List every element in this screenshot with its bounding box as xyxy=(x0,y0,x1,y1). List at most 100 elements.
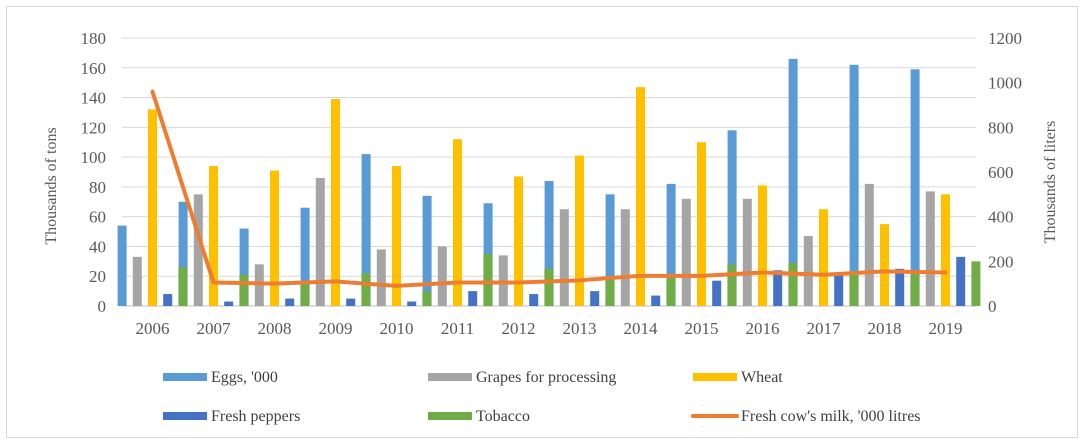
bar xyxy=(392,166,401,306)
x-tick-label: 2017 xyxy=(807,319,842,338)
bar xyxy=(895,268,905,306)
bar xyxy=(819,209,828,306)
x-tick-label: 2006 xyxy=(136,319,170,338)
bar xyxy=(712,280,722,306)
bar xyxy=(468,291,478,306)
bar xyxy=(148,109,157,306)
x-tick-label: 2013 xyxy=(563,319,597,338)
bar xyxy=(666,183,676,306)
bar xyxy=(834,273,844,306)
bar xyxy=(376,249,386,306)
y-tick-label: 160 xyxy=(81,59,107,78)
y-tick-label: 40 xyxy=(89,237,106,256)
x-tick-label: 2012 xyxy=(502,319,536,338)
bar xyxy=(300,207,310,306)
y-tick-label: 140 xyxy=(81,89,107,108)
bar xyxy=(788,262,798,306)
bar xyxy=(209,166,218,306)
bar xyxy=(422,291,432,306)
series-line xyxy=(150,89,948,288)
bar xyxy=(544,180,554,306)
bar xyxy=(636,87,645,306)
bar xyxy=(941,194,950,306)
legend-label: Grapes for processing xyxy=(476,369,616,386)
y2-tick-label: 400 xyxy=(988,208,1014,227)
legend-label: Tobacco xyxy=(476,408,530,425)
x-tick-label: 2009 xyxy=(319,319,353,338)
y-tick-label: 100 xyxy=(81,148,107,167)
bar xyxy=(849,273,859,306)
y2-axis-title: Thousands of liters xyxy=(1042,121,1059,244)
bar xyxy=(300,282,310,306)
x-tick-label: 2014 xyxy=(624,319,659,338)
x-tick-label: 2007 xyxy=(197,319,232,338)
bar xyxy=(742,198,752,306)
y2-tick-label: 600 xyxy=(988,163,1014,182)
legend-label: Wheat xyxy=(741,369,783,386)
bar xyxy=(590,291,600,306)
bar xyxy=(605,194,615,306)
y2-tick-label: 1000 xyxy=(988,74,1022,93)
bar xyxy=(422,195,432,306)
bar xyxy=(178,267,188,306)
bar xyxy=(681,198,691,306)
bar xyxy=(483,253,493,306)
bar xyxy=(132,256,142,306)
bar xyxy=(880,224,889,306)
bar xyxy=(651,295,661,306)
bar xyxy=(575,155,584,306)
bar xyxy=(803,236,813,306)
bar xyxy=(910,69,920,307)
bar xyxy=(773,270,783,306)
bar xyxy=(224,301,234,306)
x-tick-label: 2008 xyxy=(258,319,292,338)
x-tick-label: 2015 xyxy=(685,319,719,338)
y2-tick-label: 1200 xyxy=(988,29,1022,48)
bar xyxy=(361,273,371,306)
bar xyxy=(178,201,188,306)
x-tick-label: 2019 xyxy=(929,319,963,338)
legend-swatch xyxy=(693,373,737,381)
x-tick-label: 2016 xyxy=(746,319,780,338)
bar xyxy=(605,277,615,306)
chart-frame xyxy=(6,6,1078,438)
bar xyxy=(163,294,173,306)
x-tick-label: 2011 xyxy=(441,319,474,338)
bar xyxy=(971,261,981,306)
bar xyxy=(925,191,935,306)
bar xyxy=(193,194,203,306)
bar xyxy=(407,301,417,306)
bar xyxy=(544,268,554,306)
bar xyxy=(727,264,737,306)
bar xyxy=(285,298,295,306)
bar xyxy=(727,130,737,306)
y-tick-label: 180 xyxy=(81,29,107,48)
legend-swatch xyxy=(428,412,472,420)
legend-swatch xyxy=(163,373,207,381)
bar xyxy=(361,154,371,306)
bar xyxy=(437,246,447,306)
bar xyxy=(270,170,279,306)
bar xyxy=(697,142,706,306)
bar xyxy=(514,176,523,306)
bar xyxy=(453,139,462,306)
bar xyxy=(956,256,966,306)
bar xyxy=(529,294,539,306)
x-tick-label: 2010 xyxy=(380,319,414,338)
bar xyxy=(331,99,340,307)
bar xyxy=(758,185,767,306)
bar xyxy=(117,225,127,306)
bar xyxy=(620,209,630,306)
y2-tick-label: 800 xyxy=(988,118,1014,137)
bar xyxy=(864,183,874,306)
legend-label: Fresh cow's milk, '000 litres xyxy=(741,408,921,425)
legend-swatch xyxy=(428,373,472,381)
bar xyxy=(849,64,859,306)
bar xyxy=(239,274,249,306)
y2-tick-label: 0 xyxy=(988,297,997,316)
y-tick-label: 0 xyxy=(98,297,107,316)
bar xyxy=(666,277,676,306)
legend-swatch xyxy=(163,412,207,420)
y-tick-label: 120 xyxy=(81,118,107,137)
